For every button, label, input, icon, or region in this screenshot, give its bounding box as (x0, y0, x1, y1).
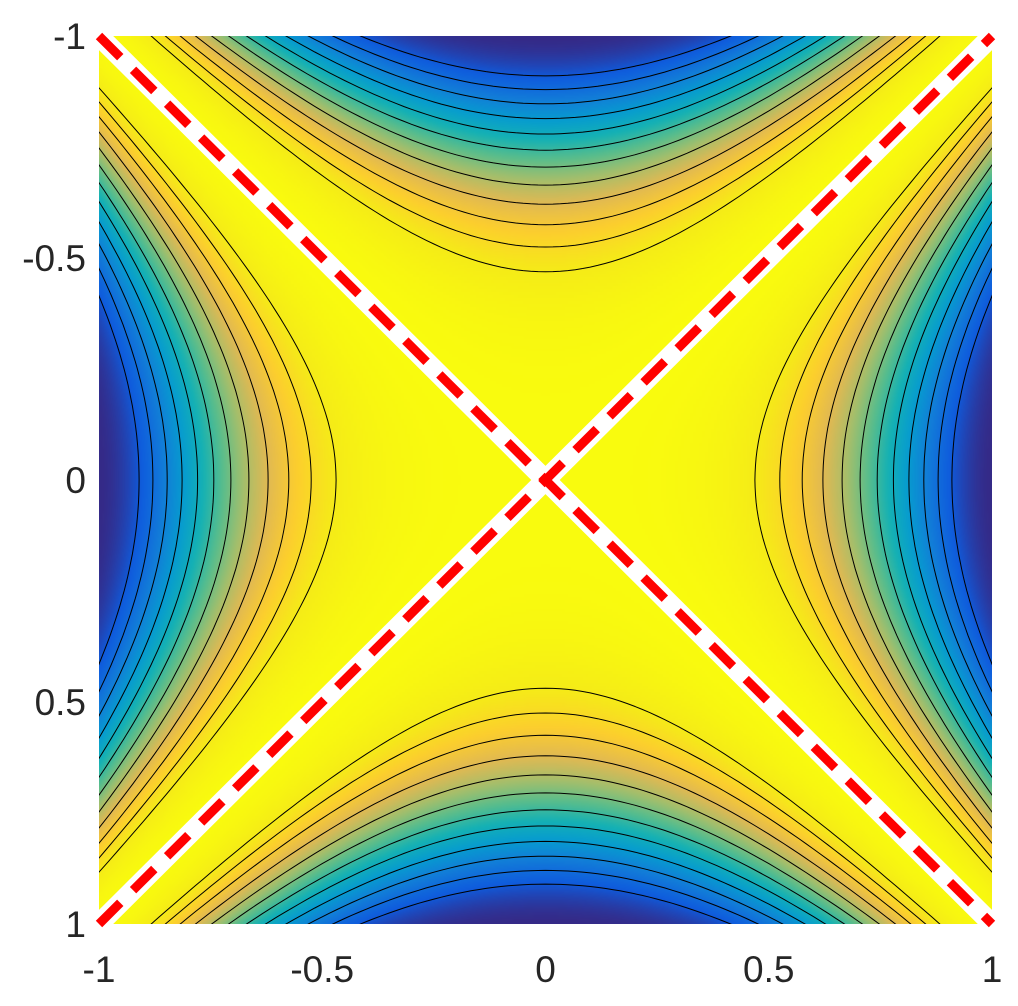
contour-line (841, 147, 992, 813)
contour-line (210, 36, 881, 186)
contour-line (99, 131, 269, 829)
contour-line (99, 181, 215, 779)
contour-line (245, 809, 846, 924)
x-tick-label: 1 (982, 949, 1003, 990)
x-tick-label: -1 (83, 949, 116, 990)
contour-line (892, 200, 992, 760)
contour-line (179, 734, 912, 924)
contour-lines (99, 36, 992, 924)
contour-line (923, 243, 992, 717)
contour-line (876, 181, 992, 779)
y-axis-ticks: -1 -0.5 0 0.5 1 (22, 16, 86, 945)
x-tick-label: -0.5 (290, 949, 354, 990)
contour-line (210, 774, 881, 924)
contour-line (307, 855, 784, 924)
contour-line (359, 36, 732, 77)
y-tick-label: 0.5 (35, 682, 86, 723)
contour-line (99, 101, 312, 859)
contour-line (99, 243, 168, 717)
contour-line (908, 221, 992, 739)
diagonal-line-2 (95, 32, 996, 928)
contour-line (194, 755, 897, 924)
contour-line (164, 36, 927, 248)
contour-line (285, 36, 806, 120)
contour-line (859, 164, 992, 796)
contour-line (227, 792, 864, 924)
contour-line (285, 840, 806, 924)
x-tick-label: 0 (535, 949, 556, 990)
contour-line (822, 131, 992, 829)
contour-line (164, 712, 927, 924)
contour-line (245, 36, 846, 151)
contour-line (264, 825, 827, 924)
contour-line (99, 221, 183, 739)
contour-line (99, 294, 140, 666)
contour-line (264, 36, 827, 135)
x-axis-ticks: -1 -0.5 0 0.5 1 (83, 949, 1003, 990)
contour-line (331, 869, 760, 924)
contour-line (99, 147, 250, 813)
y-tick-label: 0 (65, 460, 86, 501)
contour-line (99, 87, 337, 873)
contour-line (801, 116, 992, 844)
y-tick-label: -1 (53, 16, 86, 57)
contour-line (779, 101, 992, 859)
contour-line (754, 87, 992, 873)
contour-line (150, 687, 941, 924)
contour-line (99, 116, 290, 844)
contour-line (307, 36, 784, 105)
contour-line (951, 294, 992, 666)
contour-line (359, 883, 732, 924)
contour-line (937, 267, 992, 693)
contour-line (150, 36, 941, 273)
contour-line (99, 164, 232, 796)
contour-line (194, 36, 897, 205)
contour-line (99, 267, 154, 693)
x-tick-label: 0.5 (743, 949, 794, 990)
y-tick-label: 1 (65, 904, 86, 945)
diagonal-lines (91, 28, 1000, 932)
contour-line (227, 36, 864, 168)
contour-line (179, 36, 912, 226)
contour-line (99, 200, 199, 760)
contour-line (331, 36, 760, 91)
y-tick-label: -0.5 (22, 238, 86, 279)
